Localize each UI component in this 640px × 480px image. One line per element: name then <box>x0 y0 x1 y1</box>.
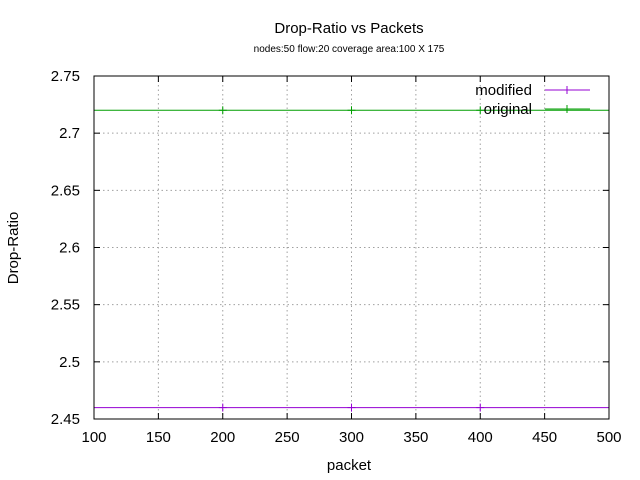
y-tick-label: 2.65 <box>51 182 80 199</box>
y-tick-label: 2.45 <box>51 411 80 428</box>
data-point-modified <box>347 403 356 412</box>
y-tick-label: 2.5 <box>59 354 80 371</box>
y-tick-label: 2.7 <box>59 125 80 142</box>
y-tick-label: 2.55 <box>51 297 80 314</box>
series-layer <box>94 106 609 412</box>
data-point-original <box>347 106 356 115</box>
grid <box>94 76 609 419</box>
x-tick-label: 200 <box>210 429 235 446</box>
x-tick-label: 400 <box>468 429 493 446</box>
x-tick-label: 100 <box>81 429 106 446</box>
chart-title: Drop-Ratio vs Packets <box>274 20 423 37</box>
x-tick-label: 450 <box>532 429 557 446</box>
chart-subtitle: nodes:50 flow:20 coverage area:100 X 175 <box>254 44 445 55</box>
y-axis-label: Drop-Ratio <box>5 212 22 285</box>
x-tick-label: 350 <box>403 429 428 446</box>
x-tick-label: 500 <box>596 429 621 446</box>
data-point-original <box>218 106 227 115</box>
ticks: 100 150 200 250 300 350 400 450 500 2.45 2.5 2.55 2.… <box>51 68 622 446</box>
legend-label-original: original <box>484 101 532 118</box>
data-point-modified <box>476 403 485 412</box>
x-tick-label: 250 <box>275 429 300 446</box>
legend-label-modified: modified <box>475 82 532 99</box>
x-tick-label: 300 <box>339 429 364 446</box>
x-axis-label: packet <box>327 457 372 474</box>
data-point-original <box>476 106 485 115</box>
x-tick-label: 150 <box>146 429 171 446</box>
data-point-modified <box>218 403 227 412</box>
y-tick-label: 2.75 <box>51 68 80 85</box>
y-tick-label: 2.6 <box>59 240 80 257</box>
legend: modified original <box>475 82 590 118</box>
